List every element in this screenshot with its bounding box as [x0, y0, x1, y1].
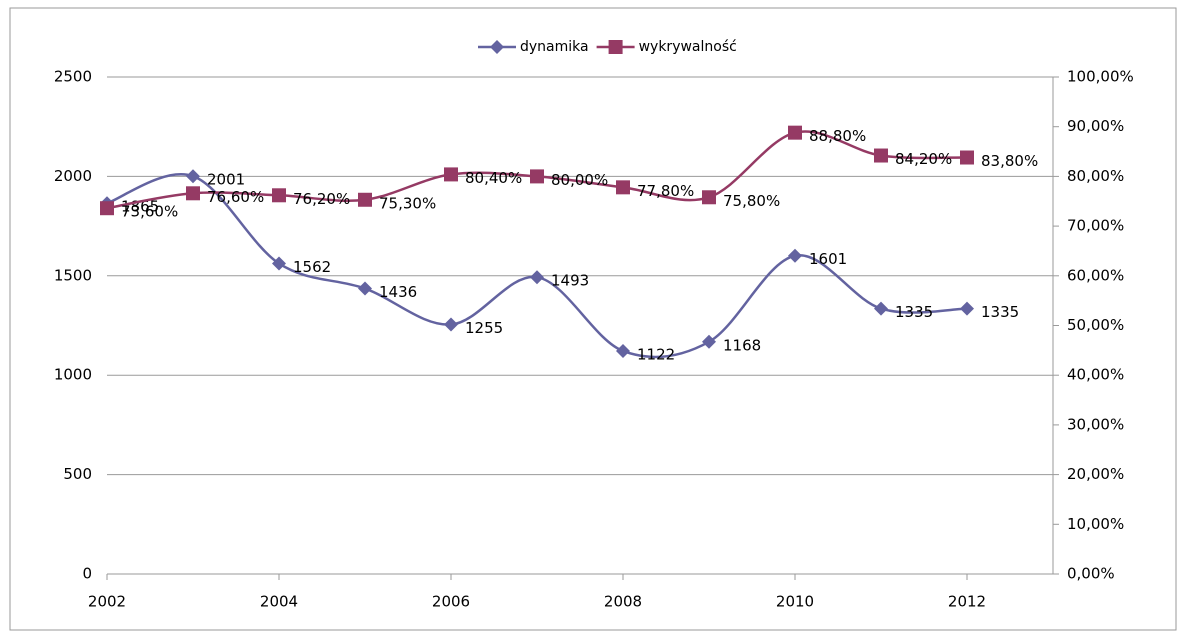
- data-point: [788, 248, 802, 263]
- y-tick-label: 2000: [54, 167, 92, 185]
- y-tick-label: 500: [63, 465, 92, 483]
- legend-marker: [608, 40, 623, 54]
- y2-tick-label: 50,00%: [1067, 316, 1124, 334]
- y2-tick-label: 10,00%: [1067, 515, 1124, 533]
- data-point: [100, 201, 114, 216]
- data-label: 1168: [723, 336, 761, 354]
- data-point: [616, 180, 630, 195]
- data-label: 1562: [293, 258, 331, 276]
- data-label: 75,30%: [379, 194, 436, 212]
- data-label: 73,60%: [121, 203, 178, 221]
- data-label: 75,80%: [723, 192, 780, 210]
- data-point: [874, 148, 888, 163]
- data-label: 80,40%: [465, 169, 522, 187]
- data-point: [702, 190, 716, 205]
- data-label: 77,80%: [637, 182, 694, 200]
- data-label: 76,60%: [207, 188, 264, 206]
- y2-tick-label: 60,00%: [1067, 266, 1124, 284]
- x-tick-label: 2002: [88, 593, 126, 611]
- data-point: [358, 192, 372, 207]
- y2-tick-label: 0,00%: [1067, 565, 1115, 583]
- y-tick-label: 0: [82, 565, 92, 583]
- y-tick-label: 2500: [54, 68, 92, 86]
- data-label: 1122: [637, 345, 675, 363]
- data-point: [960, 150, 974, 165]
- data-point: [702, 334, 716, 349]
- y2-tick-label: 100,00%: [1067, 68, 1134, 86]
- data-point: [616, 343, 630, 358]
- data-point: [444, 167, 458, 182]
- data-label: 1436: [379, 283, 417, 301]
- data-point: [272, 188, 286, 203]
- data-point: [530, 169, 544, 184]
- data-point: [788, 125, 802, 140]
- y-tick-label: 1500: [54, 266, 92, 284]
- y2-tick-label: 40,00%: [1067, 366, 1124, 384]
- data-label: 80,00%: [551, 171, 608, 189]
- legend-marker: [490, 40, 504, 54]
- data-label: 2001: [207, 171, 245, 189]
- data-label: 1493: [551, 272, 589, 290]
- y2-tick-label: 80,00%: [1067, 167, 1124, 185]
- data-point: [444, 317, 458, 332]
- legend-label: dynamika: [520, 39, 589, 55]
- data-point: [960, 301, 974, 316]
- data-point: [272, 256, 286, 271]
- data-point: [358, 281, 372, 296]
- data-point: [530, 270, 544, 285]
- x-tick-label: 2010: [776, 593, 814, 611]
- x-tick-label: 2006: [432, 593, 470, 611]
- y2-tick-label: 70,00%: [1067, 217, 1124, 235]
- data-point: [874, 301, 888, 316]
- data-label: 83,80%: [981, 152, 1038, 170]
- chart-frame: [9, 7, 1177, 631]
- data-label: 1255: [465, 319, 503, 337]
- y2-tick-label: 90,00%: [1067, 117, 1124, 135]
- data-point: [186, 186, 200, 201]
- data-point: [186, 169, 200, 184]
- y2-tick-label: 20,00%: [1067, 465, 1124, 483]
- x-tick-label: 2008: [604, 593, 642, 611]
- data-label: 88,80%: [809, 127, 866, 145]
- y2-tick-label: 30,00%: [1067, 415, 1124, 433]
- data-label: 1601: [809, 250, 847, 268]
- data-label: 1335: [981, 303, 1019, 321]
- y-tick-label: 1000: [54, 366, 92, 384]
- x-tick-label: 2004: [260, 593, 298, 611]
- x-tick-label: 2012: [948, 593, 986, 611]
- data-label: 1335: [895, 303, 933, 321]
- data-label: 84,20%: [895, 150, 952, 168]
- legend-label: wykrywalność: [639, 39, 737, 55]
- data-label: 76,20%: [293, 190, 350, 208]
